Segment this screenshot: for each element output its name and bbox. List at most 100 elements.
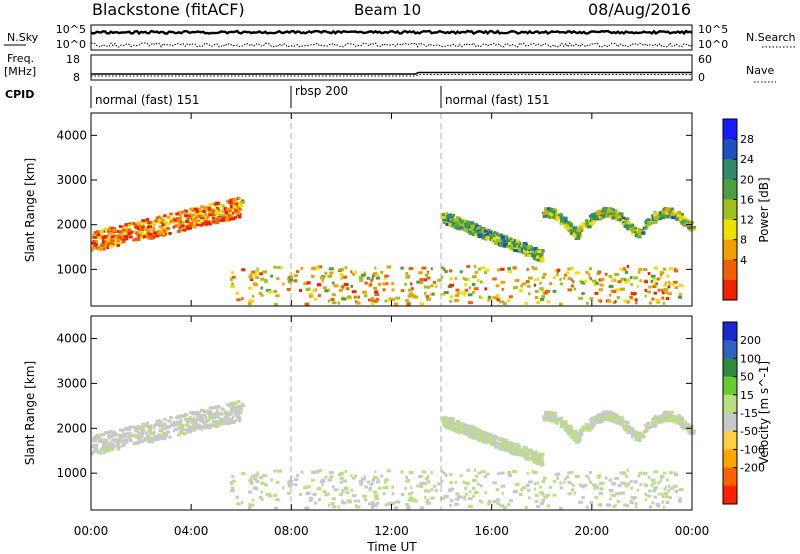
velocity-cell [535, 454, 539, 458]
velocity-cell [103, 448, 107, 452]
power-cell [420, 281, 423, 285]
velocity-cell [487, 502, 490, 506]
power-cell [543, 214, 548, 218]
velocity-cell [533, 482, 537, 486]
y-tick-label: 3000 [56, 173, 87, 187]
power-cell [362, 290, 367, 294]
power-cell [157, 229, 162, 233]
power-cell [526, 268, 529, 271]
power-cell [128, 222, 133, 225]
velocity-cell [207, 426, 212, 429]
power-cell [112, 228, 117, 232]
velocity-cell [611, 416, 616, 420]
power-cell [569, 227, 572, 231]
velocity-cell [480, 437, 485, 441]
velocity-cell [536, 462, 540, 466]
power-cell [385, 282, 389, 286]
power-cell [593, 283, 597, 286]
velocity-cell [470, 429, 475, 433]
power-cell [691, 226, 695, 230]
velocity-cell [608, 488, 614, 492]
velocity-cell [637, 433, 642, 437]
velocity-cell [652, 416, 657, 420]
velocity-cell [481, 431, 486, 435]
power-cell [386, 265, 391, 269]
velocity-cell [371, 480, 374, 484]
power-cell [444, 270, 448, 273]
colorbar-swatch [723, 358, 737, 378]
power-cell [674, 286, 679, 289]
power-cell [485, 236, 490, 240]
power-cell [563, 224, 569, 228]
freq-label: Freq. [7, 52, 34, 65]
velocity-cell [570, 470, 574, 474]
power-cell [667, 207, 671, 211]
velocity-cell [507, 471, 511, 474]
velocity-cell [590, 481, 593, 485]
velocity-cell [252, 486, 258, 490]
velocity-cell [375, 501, 379, 505]
velocity-cell [249, 503, 254, 507]
power-cell [662, 301, 666, 305]
power-cell [430, 284, 434, 288]
velocity-cell [167, 419, 170, 423]
power-cell [217, 219, 221, 223]
velocity-cell [459, 421, 462, 425]
power-cell [503, 244, 507, 248]
power-cell [664, 211, 669, 215]
power-cell [139, 228, 145, 232]
power-cell [480, 266, 486, 270]
power-cell [229, 217, 232, 221]
colorbar-swatch [723, 219, 737, 241]
power-cell [133, 229, 136, 233]
power-cell [306, 287, 311, 291]
velocity-cell [229, 421, 232, 425]
velocity-cell [512, 442, 516, 446]
velocity-cell [596, 476, 601, 479]
power-cell [286, 287, 291, 291]
velocity-cell [232, 479, 236, 483]
velocity-cell [501, 445, 505, 448]
power-cell [208, 207, 211, 211]
beam-label: Beam 10 [354, 1, 421, 19]
velocity-cell [615, 416, 618, 420]
velocity-cell [199, 408, 205, 412]
velocity-cell [430, 488, 434, 492]
velocity-cell [174, 428, 179, 431]
velocity-cell [128, 425, 133, 429]
power-cell [513, 244, 517, 248]
velocity-cell [564, 477, 567, 481]
power-cell [576, 234, 580, 238]
power-cell [423, 285, 428, 289]
velocity-cell [671, 419, 676, 423]
velocity-cell [579, 430, 583, 434]
power-cell [198, 215, 202, 218]
power-cell [351, 290, 357, 294]
velocity-cell [331, 497, 336, 501]
velocity-cell [239, 416, 242, 420]
velocity-cell [191, 422, 194, 426]
velocity-cell [230, 489, 235, 492]
power-cell [152, 231, 158, 235]
y-tick-label: 3000 [56, 376, 87, 390]
velocity-cell [644, 423, 648, 427]
power-cell [118, 230, 122, 234]
velocity-cell [660, 475, 665, 479]
velocity-cell [179, 420, 183, 424]
velocity-cell [590, 416, 594, 420]
power-cell [580, 229, 584, 232]
velocity-cell [329, 475, 334, 479]
power-cell [539, 281, 542, 285]
power-cell [669, 282, 675, 286]
power-cell [208, 219, 213, 223]
velocity-cell [155, 420, 159, 423]
velocity-cell [628, 428, 634, 432]
colorbar-swatch [723, 394, 737, 414]
power-cell [101, 241, 107, 245]
power-cell [251, 270, 256, 274]
power-cell [168, 232, 172, 235]
power-cell [653, 282, 656, 286]
power-cell [474, 230, 479, 234]
velocity-cell [487, 499, 492, 503]
